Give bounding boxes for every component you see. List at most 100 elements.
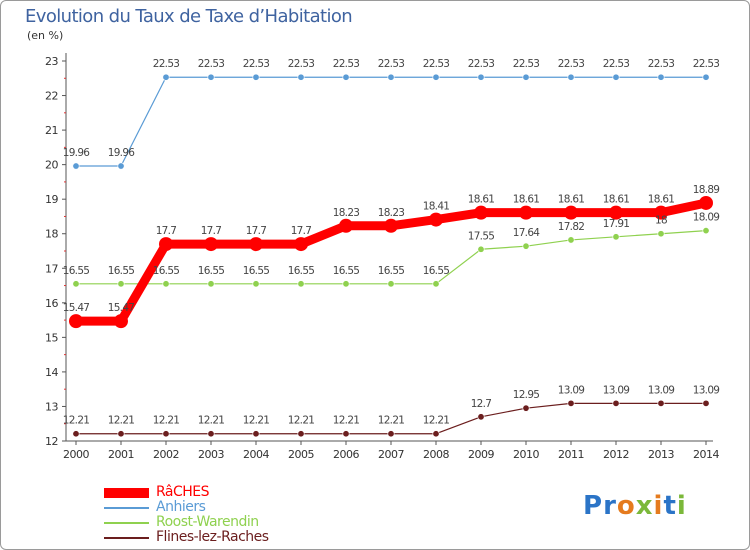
data-point bbox=[432, 73, 440, 81]
data-point bbox=[567, 73, 575, 81]
data-label: 22.53 bbox=[243, 58, 270, 70]
data-point bbox=[657, 230, 665, 238]
data-point bbox=[474, 205, 488, 220]
y-tick-label: 20 bbox=[45, 159, 58, 172]
data-label: 12.21 bbox=[198, 415, 225, 427]
data-point bbox=[162, 73, 170, 81]
legend-swatch-anhiers bbox=[104, 507, 149, 509]
data-point bbox=[252, 280, 260, 288]
data-label: 18.61 bbox=[648, 194, 675, 206]
data-label: 16.55 bbox=[333, 265, 360, 277]
data-label: 22.53 bbox=[693, 58, 720, 70]
data-label: 18.61 bbox=[468, 194, 495, 206]
data-point bbox=[387, 430, 395, 438]
data-point bbox=[699, 195, 713, 210]
y-tick-label: 22 bbox=[45, 90, 58, 103]
data-label: 13.09 bbox=[648, 384, 675, 396]
data-point bbox=[702, 227, 710, 235]
data-label: 16.55 bbox=[63, 265, 90, 277]
data-point bbox=[657, 73, 665, 81]
data-point bbox=[387, 280, 395, 288]
data-label: 12.21 bbox=[333, 415, 360, 427]
logo-letter: r bbox=[603, 491, 617, 521]
data-point bbox=[72, 162, 80, 170]
data-point bbox=[567, 236, 575, 244]
data-label: 12.21 bbox=[243, 415, 270, 427]
data-label: 17.7 bbox=[291, 225, 312, 237]
x-tick-label: 2013 bbox=[648, 448, 674, 461]
y-tick-label: 14 bbox=[45, 366, 58, 379]
data-point bbox=[252, 430, 260, 438]
data-label: 18.61 bbox=[558, 194, 585, 206]
data-label: 15.47 bbox=[63, 302, 90, 314]
data-point bbox=[432, 430, 440, 438]
data-point bbox=[207, 430, 215, 438]
y-tick-label: 17 bbox=[45, 262, 58, 275]
x-tick-label: 2012 bbox=[603, 448, 629, 461]
data-label: 12.21 bbox=[63, 415, 90, 427]
x-tick-label: 2001 bbox=[108, 448, 134, 461]
data-point bbox=[297, 73, 305, 81]
x-tick-label: 2010 bbox=[513, 448, 539, 461]
data-label: 13.09 bbox=[693, 384, 720, 396]
legend-swatch-roost-warendin bbox=[104, 522, 149, 524]
data-label: 16.55 bbox=[288, 265, 315, 277]
data-point bbox=[339, 218, 353, 233]
data-point bbox=[297, 280, 305, 288]
data-label: 22.53 bbox=[558, 58, 585, 70]
data-point bbox=[117, 430, 125, 438]
data-label: 22.53 bbox=[378, 58, 405, 70]
data-point bbox=[342, 73, 350, 81]
chart-title: Evolution du Taux de Taxe d’Habitation bbox=[25, 6, 353, 27]
y-tick-label: 15 bbox=[45, 331, 58, 344]
data-label: 16.55 bbox=[243, 265, 270, 277]
x-tick-label: 2000 bbox=[63, 448, 89, 461]
data-label: 18 bbox=[655, 215, 667, 227]
data-label: 17.55 bbox=[468, 230, 495, 242]
data-point bbox=[207, 280, 215, 288]
data-point bbox=[204, 237, 218, 252]
data-point bbox=[342, 280, 350, 288]
legend-item-roost-warendin: Roost-Warendin bbox=[104, 514, 344, 530]
data-point bbox=[612, 73, 620, 81]
data-label: 13.09 bbox=[558, 384, 585, 396]
data-point bbox=[477, 245, 485, 253]
data-point bbox=[72, 430, 80, 438]
data-label: 17.91 bbox=[603, 218, 630, 230]
data-point bbox=[429, 212, 443, 227]
data-label: 18.23 bbox=[333, 207, 360, 219]
legend-swatch-flines-lez-raches bbox=[104, 537, 149, 539]
data-label: 22.53 bbox=[513, 58, 540, 70]
data-point bbox=[207, 73, 215, 81]
data-point bbox=[432, 280, 440, 288]
data-label: 12.21 bbox=[378, 415, 405, 427]
data-label: 17.7 bbox=[156, 225, 177, 237]
data-label: 16.55 bbox=[423, 265, 450, 277]
data-label: 17.7 bbox=[246, 225, 267, 237]
data-point bbox=[522, 242, 530, 250]
x-tick-label: 2008 bbox=[423, 448, 449, 461]
data-label: 16.55 bbox=[108, 265, 135, 277]
chart-unit: (en %) bbox=[27, 29, 64, 42]
data-point bbox=[162, 280, 170, 288]
legend-swatch-raches bbox=[104, 488, 149, 498]
y-tick-label: 12 bbox=[45, 435, 58, 448]
x-tick-label: 2011 bbox=[558, 448, 584, 461]
y-tick-label: 13 bbox=[45, 400, 58, 413]
data-label: 18.89 bbox=[693, 184, 720, 196]
data-point bbox=[702, 73, 710, 81]
y-tick-label: 19 bbox=[45, 193, 58, 206]
x-tick-label: 2009 bbox=[468, 448, 494, 461]
data-label: 19.96 bbox=[108, 147, 136, 159]
data-point bbox=[159, 237, 173, 252]
data-point bbox=[564, 205, 578, 220]
data-point bbox=[384, 218, 398, 233]
data-point bbox=[117, 280, 125, 288]
data-point bbox=[477, 413, 485, 421]
data-label: 18.41 bbox=[423, 201, 450, 213]
data-label: 18.09 bbox=[693, 212, 720, 224]
x-tick-label: 2003 bbox=[198, 448, 224, 461]
data-point bbox=[477, 73, 485, 81]
y-tick-label: 21 bbox=[45, 124, 58, 137]
legend-item-flines-lez-raches: Flines-lez-Raches bbox=[104, 529, 344, 545]
